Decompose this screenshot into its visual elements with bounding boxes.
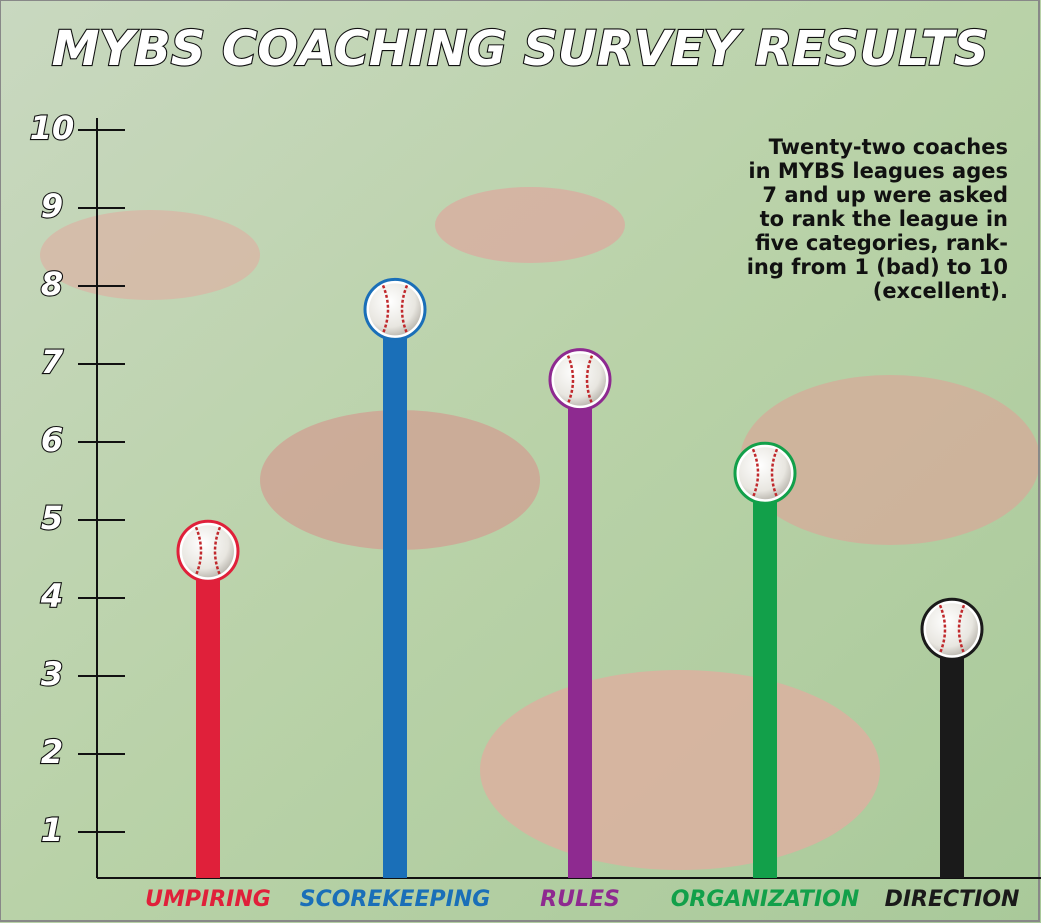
infield [435, 187, 625, 263]
y-tick-label: 3 [41, 655, 63, 693]
x-tick-label: RULES [540, 887, 620, 912]
y-tick-label: 1 [41, 811, 63, 849]
bar [196, 551, 220, 878]
chart: MYBS COACHING SURVEY RESULTS 1 2 3 4 5 6 7 8 9 10… [0, 0, 1041, 923]
page: MYBS COACHING SURVEY RESULTS 1 2 3 4 5 6 7 8 9 10… [0, 0, 1041, 923]
ball-body [554, 354, 606, 406]
bar [383, 309, 407, 878]
ball [550, 350, 610, 410]
bar [753, 473, 777, 878]
annotation: five categories, rank- [755, 231, 1008, 255]
x-tick-label: ORGANIZATION [671, 887, 860, 912]
ball-body [926, 603, 978, 655]
ball-body [182, 525, 234, 577]
y-tick-label: 6 [41, 421, 63, 459]
annotation: ing from 1 (bad) to 10 [747, 255, 1008, 279]
annotation: to rank the league in [760, 207, 1008, 231]
ball [365, 279, 425, 339]
y-tick-label: 8 [41, 265, 63, 303]
annotation: in MYBS leagues ages [748, 159, 1008, 183]
chart-title: MYBS COACHING SURVEY RESULTS [52, 21, 989, 77]
infield [40, 210, 260, 300]
y-tick-label: 2 [41, 733, 63, 771]
ball-body [739, 447, 791, 499]
bar [940, 629, 964, 878]
x-tick-label: SCOREKEEPING [300, 887, 491, 912]
y-tick-label: 4 [40, 577, 63, 615]
ball [735, 443, 795, 503]
bar [568, 380, 592, 878]
y-tick-label: 10 [30, 109, 75, 147]
ball-body [369, 283, 421, 335]
x-tick-label: DIRECTION [885, 887, 1020, 912]
annotation: 7 and up were asked [762, 183, 1008, 207]
x-tick-label: UMPIRING [145, 887, 271, 912]
y-tick-label: 5 [41, 499, 63, 537]
infield [480, 670, 880, 870]
y-tick-label: 9 [41, 187, 63, 225]
ball [922, 599, 982, 659]
annotation: (excellent). [873, 279, 1008, 303]
annotation: Twenty-two coaches [769, 135, 1008, 159]
ball [178, 521, 238, 581]
y-tick-label: 7 [41, 343, 64, 381]
